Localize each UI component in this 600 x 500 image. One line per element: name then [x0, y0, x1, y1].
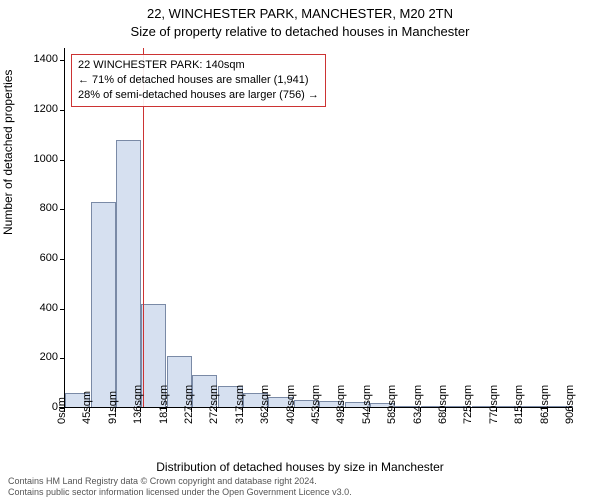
plot-area: 22 WINCHESTER PARK: 140sqm← 71% of detac…	[64, 48, 572, 408]
y-axis-label: Number of detached properties	[1, 70, 15, 235]
footer-line2: Contains public sector information licen…	[8, 487, 352, 498]
y-tick-label: 400	[18, 302, 58, 314]
annotation-line: 22 WINCHESTER PARK: 140sqm	[78, 58, 319, 73]
y-tick-mark	[60, 60, 64, 61]
y-tick-label: 1200	[18, 103, 58, 115]
y-tick-label: 600	[18, 252, 58, 264]
chart-title-line1: 22, WINCHESTER PARK, MANCHESTER, M20 2TN	[0, 6, 600, 21]
y-tick-mark	[60, 259, 64, 260]
footer-line1: Contains HM Land Registry data © Crown c…	[8, 476, 352, 487]
histogram-bar	[116, 140, 141, 407]
y-tick-mark	[60, 209, 64, 210]
y-tick-label: 1000	[18, 153, 58, 165]
footer-attribution: Contains HM Land Registry data © Crown c…	[8, 476, 352, 498]
chart-container: 22, WINCHESTER PARK, MANCHESTER, M20 2TN…	[0, 0, 600, 500]
y-tick-label: 200	[18, 351, 58, 363]
annotation-box: 22 WINCHESTER PARK: 140sqm← 71% of detac…	[71, 54, 326, 107]
chart-title-line2: Size of property relative to detached ho…	[0, 24, 600, 39]
histogram-bar	[91, 202, 116, 407]
y-tick-label: 1400	[18, 53, 58, 65]
y-tick-mark	[60, 160, 64, 161]
annotation-line: 28% of semi-detached houses are larger (…	[78, 88, 319, 103]
y-tick-mark	[60, 358, 64, 359]
y-tick-label: 0	[18, 401, 58, 413]
x-axis-label: Distribution of detached houses by size …	[0, 460, 600, 474]
y-tick-mark	[60, 309, 64, 310]
y-tick-mark	[60, 110, 64, 111]
y-tick-label: 800	[18, 202, 58, 214]
annotation-line: ← 71% of detached houses are smaller (1,…	[78, 73, 319, 88]
